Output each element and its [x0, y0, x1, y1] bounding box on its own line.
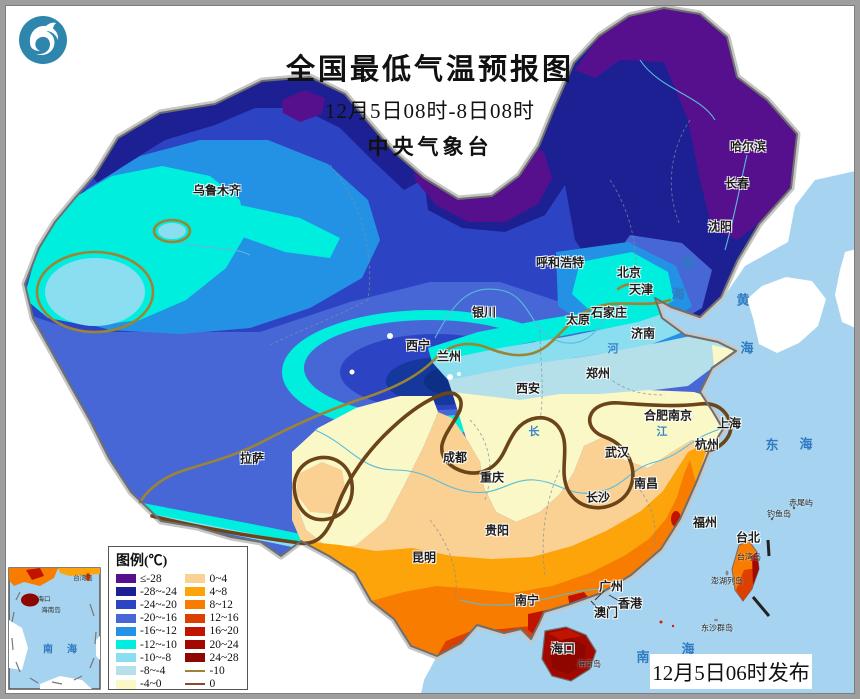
- small-island-marks: [659, 506, 796, 628]
- legend-band-row: 4~8: [185, 585, 243, 598]
- legend-label: 4~8: [209, 585, 228, 598]
- color-swatch: [116, 600, 136, 610]
- korea-landmass: [747, 277, 826, 353]
- legend-contour-row: 0: [185, 678, 243, 691]
- contour-line-swatch: [185, 669, 206, 672]
- issued-stamp: 12月5日06时发布: [650, 654, 812, 689]
- legend-band-row: -20~-16: [116, 612, 185, 625]
- color-swatch: [116, 587, 136, 597]
- legend-band-row: 20~24: [185, 638, 243, 651]
- legend-label: 8~12: [209, 598, 233, 611]
- legend-label: -10: [209, 664, 225, 677]
- legend-band-row: -28~-24: [116, 585, 185, 598]
- legend-label: -20~-16: [140, 612, 177, 625]
- city-pointer-lines: [590, 590, 622, 611]
- color-swatch: [185, 613, 206, 623]
- japan-landmass: [835, 248, 860, 330]
- color-swatch: [185, 653, 206, 663]
- legend-label: 20~24: [209, 638, 239, 651]
- legend-band-row: -4~0: [116, 678, 185, 691]
- legend-label: -8~-4: [140, 664, 166, 677]
- island-white: [788, 299, 798, 305]
- cma-dragon-logo: [19, 16, 67, 64]
- color-swatch: [116, 574, 136, 584]
- legend-left-column: ≤-28 -28~-24 -24~-20 -20~-16 -16~-12 -12~-10-…: [116, 572, 185, 691]
- legend-label: -12~-10: [140, 638, 177, 651]
- legend-band-row: 8~12: [185, 598, 243, 611]
- contour-line-swatch: [185, 683, 206, 686]
- minus10-contour-line: [35, 218, 672, 504]
- legend-label: 12~16: [209, 612, 239, 625]
- legend-band-row: -16~-12: [116, 625, 185, 638]
- legend-label: 16~20: [209, 625, 239, 638]
- legend-label: 0: [209, 678, 216, 691]
- color-swatch: [116, 653, 136, 663]
- color-swatch: [185, 587, 206, 597]
- issued-text: 12月5日06时发布: [652, 660, 810, 685]
- nine-dash-line: [11, 591, 97, 685]
- legend-label: ≤-28: [140, 572, 162, 585]
- hainan-island: [541, 626, 597, 682]
- legend-band-row: -10~-8: [116, 651, 185, 664]
- legend-title: 图例(℃): [116, 554, 168, 569]
- province-borders: [269, 119, 691, 601]
- legend-label: -28~-24: [140, 585, 177, 598]
- color-swatch: [185, 600, 206, 610]
- legend-band-row: ≤-28: [116, 572, 185, 585]
- color-swatch: [116, 666, 136, 676]
- color-swatch: [116, 613, 136, 623]
- legend-band-row: 0~4: [185, 572, 243, 585]
- legend-label: -16~-12: [140, 625, 177, 638]
- color-swatch: [116, 679, 136, 689]
- legend-label: -24~-20: [140, 598, 177, 611]
- inset-map: [8, 567, 101, 690]
- china-border: [24, 7, 798, 657]
- legend-right-column: 0~4 4~8 8~12 12~16 16~20 20~24 24~28 -10 0: [185, 572, 243, 691]
- legend-label: -10~-8: [140, 651, 172, 664]
- zero-contour-line: [150, 391, 733, 546]
- legend-box: 图例(℃) ≤-28 -28~-24 -24~-20 -20~-16 -16~-12 -1…: [108, 546, 248, 690]
- legend-band-row: -12~-10: [116, 638, 185, 651]
- legend-label: 24~28: [209, 651, 239, 664]
- legend-contour-row: -10: [185, 664, 243, 677]
- legend-band-row: 24~28: [185, 651, 243, 664]
- color-swatch: [116, 640, 136, 650]
- color-swatch: [185, 640, 206, 650]
- legend-label: -4~0: [140, 678, 162, 691]
- taiwan-island: [731, 540, 760, 602]
- legend-band-row: 12~16: [185, 612, 243, 625]
- legend-label: 0~4: [209, 572, 228, 585]
- legend-band-row: 16~20: [185, 625, 243, 638]
- legend-band-row: -24~-20: [116, 598, 185, 611]
- color-swatch: [185, 626, 206, 636]
- legend-band-row: -8~-4: [116, 664, 185, 677]
- color-swatch: [116, 626, 136, 636]
- color-swatch: [185, 574, 206, 584]
